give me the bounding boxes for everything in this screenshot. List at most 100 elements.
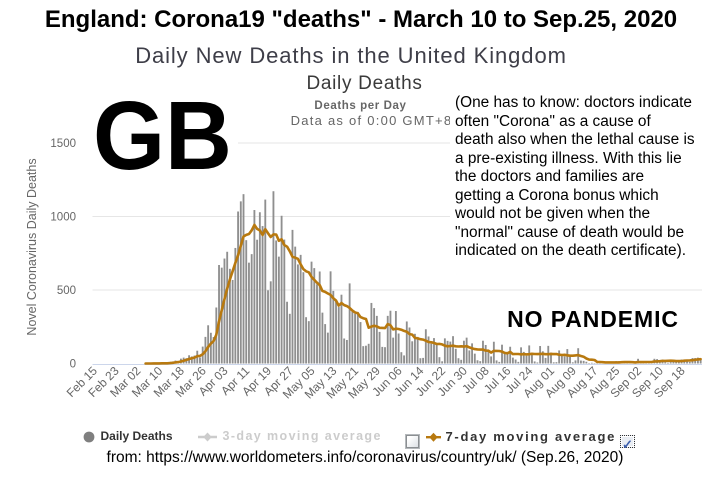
annotation-line: death also when the lethal cause is	[455, 131, 695, 148]
bar	[490, 356, 493, 364]
bar	[329, 271, 332, 364]
bar	[283, 239, 286, 364]
bar	[569, 355, 571, 364]
bar	[343, 338, 346, 364]
bar	[403, 355, 405, 364]
bar	[234, 247, 237, 364]
bar	[482, 340, 484, 364]
bar	[250, 254, 253, 364]
bar	[242, 194, 245, 364]
bar	[433, 338, 435, 364]
bar	[471, 343, 473, 364]
bar	[286, 301, 288, 364]
bar	[416, 336, 419, 364]
bar	[223, 258, 226, 364]
bar	[316, 284, 318, 364]
bar	[452, 336, 454, 364]
bar	[389, 310, 392, 364]
legend-label-7day-avg: 7-day moving average	[445, 429, 617, 444]
bar	[492, 341, 495, 364]
bar	[356, 311, 359, 364]
bar	[558, 350, 561, 364]
bar	[193, 355, 196, 364]
y-axis-label: 500	[57, 285, 76, 297]
bar	[509, 346, 512, 364]
bar	[340, 294, 343, 364]
bar	[503, 353, 506, 364]
checked-checkbox[interactable]: ✓	[620, 435, 635, 452]
bar	[370, 302, 373, 364]
bar	[582, 360, 585, 364]
bar	[332, 290, 335, 364]
bar	[226, 251, 229, 364]
bar	[400, 352, 403, 364]
ma7-visibility-checkbox[interactable]	[405, 434, 420, 449]
bar	[427, 336, 430, 364]
bar	[288, 313, 291, 364]
bar	[310, 261, 313, 364]
bar	[669, 362, 672, 364]
bar	[348, 283, 351, 364]
bar	[511, 357, 514, 364]
bar	[321, 312, 324, 364]
annotation-line: a pre-existing illness. With this lie	[455, 149, 682, 167]
bar	[297, 264, 299, 364]
7day-avg-marker-icon	[426, 432, 441, 442]
y-axis-label: 0	[70, 359, 76, 371]
bar	[525, 355, 528, 364]
bar	[449, 341, 452, 364]
country-code-text: GB	[93, 80, 232, 190]
bar	[422, 357, 425, 364]
bar	[424, 329, 427, 364]
bar	[294, 246, 297, 364]
bar	[392, 337, 395, 364]
chart-subtitle-line1: Deaths per Day	[314, 100, 407, 112]
bar	[375, 315, 378, 364]
bar	[522, 351, 525, 364]
bar	[484, 344, 487, 364]
bar	[275, 240, 278, 364]
bar	[239, 201, 242, 364]
bar	[324, 324, 327, 364]
bar	[237, 211, 239, 364]
checkmark-icon: ✓	[622, 437, 633, 452]
annotation-line: (One has to know: doctors indicate	[455, 94, 692, 111]
bar	[386, 315, 389, 364]
bar	[408, 327, 411, 364]
bar	[272, 191, 275, 364]
legend-label-3day-avg: 3-day moving average	[222, 429, 382, 443]
bar	[267, 290, 269, 364]
bar	[207, 325, 210, 364]
bars-series	[144, 191, 702, 364]
bar	[245, 240, 248, 364]
y-axis-label: 1500	[50, 138, 76, 150]
bar	[381, 346, 384, 364]
bar	[479, 361, 482, 364]
bar	[335, 300, 337, 364]
bar	[699, 358, 702, 364]
bar	[367, 343, 370, 364]
bar	[337, 307, 340, 364]
bar	[498, 361, 501, 364]
bar	[373, 308, 376, 364]
bar	[414, 333, 416, 364]
bar	[544, 357, 547, 364]
3day-avg-marker-icon	[198, 432, 217, 442]
bar	[495, 360, 498, 364]
bar	[256, 239, 259, 364]
bar	[302, 272, 305, 364]
bar	[307, 321, 310, 364]
bar	[590, 362, 593, 364]
bar	[571, 362, 574, 364]
source-caption: from: https://www.worldometers.info/coro…	[106, 449, 624, 466]
annotation-line: would not be given when the	[455, 205, 651, 222]
y-axis-title: Novel Coronavirus Daily Deaths	[25, 158, 39, 335]
bar	[441, 361, 444, 364]
bar	[550, 352, 552, 364]
bar	[462, 340, 465, 364]
bar	[465, 337, 468, 364]
bar	[378, 331, 381, 364]
bar	[487, 351, 490, 364]
bar	[438, 357, 441, 364]
